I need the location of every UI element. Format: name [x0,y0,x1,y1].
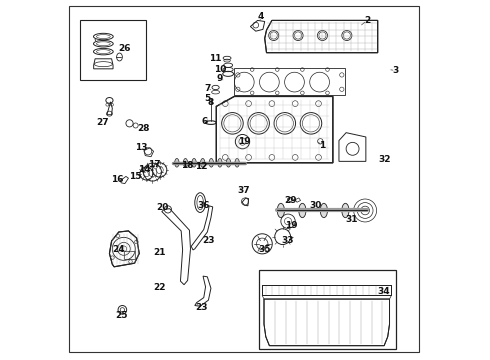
Text: 19: 19 [238,137,250,146]
Text: 29: 29 [285,196,297,205]
Text: 10: 10 [214,65,226,74]
Bar [124,251,135,259]
Bar [80,21,147,80]
Text: 25: 25 [115,311,127,320]
Text: 20: 20 [156,203,169,212]
Text: 24: 24 [113,246,125,255]
Text: 15: 15 [129,172,142,181]
Text: 14: 14 [138,166,151,175]
Bar [259,270,395,348]
Ellipse shape [226,158,231,167]
Ellipse shape [175,158,179,167]
Ellipse shape [277,203,285,218]
Ellipse shape [235,158,239,167]
Text: 30: 30 [310,201,322,210]
Text: 33: 33 [281,236,294,245]
Text: 23: 23 [202,237,215,246]
Ellipse shape [200,158,205,167]
Text: 34: 34 [378,287,391,296]
Text: 16: 16 [111,175,124,184]
Ellipse shape [218,158,222,167]
Text: 37: 37 [237,185,249,194]
Ellipse shape [192,158,196,167]
Text: 3: 3 [392,66,399,75]
Text: 13: 13 [135,143,147,152]
Ellipse shape [183,158,188,167]
Text: 6: 6 [202,117,208,126]
Text: 23: 23 [196,303,208,312]
Text: 12: 12 [195,162,207,171]
Ellipse shape [209,158,214,167]
Text: 8: 8 [208,98,214,107]
Text: 31: 31 [345,215,358,224]
Text: 11: 11 [209,54,222,63]
Text: 26: 26 [119,44,131,53]
Text: 32: 32 [378,155,391,164]
Text: 7: 7 [204,84,211,93]
Text: 17: 17 [148,161,161,170]
Text: 4: 4 [258,12,264,21]
Ellipse shape [342,203,349,218]
Text: 36: 36 [197,201,210,210]
Text: 19: 19 [285,221,297,230]
Text: 1: 1 [319,141,325,150]
Text: 35: 35 [258,246,271,255]
Ellipse shape [299,203,306,218]
Text: 9: 9 [217,75,223,84]
Text: 28: 28 [138,123,150,132]
Text: 27: 27 [96,118,109,127]
Text: 18: 18 [181,161,193,170]
Ellipse shape [320,203,327,218]
Text: 2: 2 [364,16,370,25]
Text: 5: 5 [204,94,211,103]
Text: 21: 21 [153,248,166,257]
Text: 22: 22 [153,283,166,292]
